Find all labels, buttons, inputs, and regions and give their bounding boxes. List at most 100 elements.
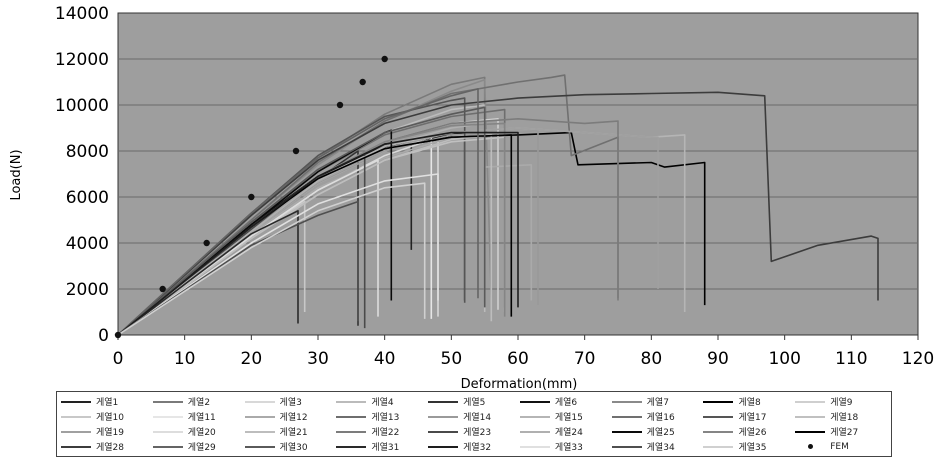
fem-point	[248, 193, 255, 201]
legend-label: 게열22	[371, 428, 400, 438]
x-tick-label: 80	[641, 349, 663, 369]
y-axis-ticks: 0 2000 4000 6000 8000 10000 12000 14000	[55, 4, 109, 346]
fem-points	[114, 55, 388, 339]
x-tick-label: 110	[835, 349, 867, 369]
legend-swatch	[336, 445, 367, 448]
legend-label: 게열4	[371, 398, 394, 408]
legend-swatch	[428, 400, 459, 403]
fem-point	[336, 101, 344, 109]
y-tick-label: 2000	[66, 280, 109, 300]
legend-swatch	[152, 430, 183, 433]
legend-label: 게열5	[463, 398, 486, 408]
y-tick-label: 8000	[66, 142, 109, 162]
legend-item: 게열5	[428, 394, 520, 409]
legend-label: 게열19	[96, 428, 125, 438]
legend-item: 게열4	[336, 394, 428, 409]
legend-item: 게열25	[611, 424, 704, 439]
legend-label: 게열3	[279, 398, 302, 408]
legend-swatch	[61, 415, 91, 418]
legend-swatch	[61, 400, 91, 403]
legend-item: 게열2	[152, 394, 245, 409]
legend-item: 게열26	[703, 424, 795, 439]
legend-item: 게열23	[428, 424, 520, 439]
legend-item: 게열31	[336, 439, 428, 454]
series-line-34	[117, 200, 359, 336]
legend-item: 게열35	[703, 439, 795, 454]
legend-swatch	[152, 415, 183, 418]
legend-swatch	[611, 400, 642, 403]
legend-label: 게열8	[738, 398, 761, 408]
legend-swatch	[244, 415, 275, 418]
legend-swatch	[703, 445, 734, 448]
fem-point	[203, 239, 210, 247]
legend-item: 게열12	[244, 409, 337, 424]
x-tick-label: 50	[441, 349, 463, 369]
series-line-32	[117, 131, 519, 336]
legend-label: 게열31	[371, 443, 400, 453]
legend-label: 게열11	[187, 413, 216, 423]
fem-point	[359, 78, 366, 86]
x-axis-title: Deformation(mm)	[461, 377, 578, 390]
legend-swatch	[152, 400, 183, 403]
legend-marker-dot	[808, 444, 814, 449]
legend-item: 게열29	[152, 439, 245, 454]
x-axis-ticks: 0 10 20 30 40 50 60 70 80 90 100 110 120	[113, 335, 934, 369]
fem-point	[292, 147, 300, 155]
legend-item: 게열13	[336, 409, 428, 424]
legend-label: 게열18	[830, 413, 859, 423]
legend-label: 게열20	[187, 428, 216, 438]
legend-swatch	[61, 445, 91, 448]
legend-label: 게열12	[279, 413, 308, 423]
legend-label: 게열29	[187, 443, 216, 453]
legend-item: 게열20	[152, 424, 245, 439]
series-line-30	[117, 106, 486, 336]
legend-swatch	[611, 415, 642, 418]
legend-swatch	[244, 400, 275, 403]
x-tick-label: 30	[307, 349, 329, 369]
y-tick-label: 10000	[55, 96, 109, 116]
legend-item: 게열9	[795, 394, 887, 409]
legend-swatch	[244, 445, 275, 448]
legend-item: 게열21	[244, 424, 337, 439]
series-line-16	[117, 74, 619, 336]
x-tick-label: 100	[768, 349, 800, 369]
fem-point	[114, 331, 122, 339]
legend-swatch	[519, 445, 550, 448]
legend-item: 게열22	[336, 424, 428, 439]
legend-label: 게열32	[463, 443, 492, 453]
legend-swatch	[611, 430, 642, 433]
legend-swatch	[795, 400, 826, 403]
legend-swatch	[703, 430, 734, 433]
series-line-28	[117, 91, 879, 336]
legend-item: 게열8	[703, 394, 795, 409]
legend-swatch	[703, 400, 734, 403]
legend-swatch	[519, 415, 550, 418]
x-tick-label: 0	[113, 349, 124, 369]
y-tick-label: 14000	[55, 4, 109, 24]
legend-swatch	[336, 400, 367, 403]
series-line-35	[117, 182, 426, 336]
legend-swatch	[152, 445, 183, 448]
legend-label: 게열24	[554, 428, 583, 438]
legend-label: 게열6	[554, 398, 578, 408]
series-line-33	[117, 173, 439, 336]
legend-item: 게열10	[61, 409, 153, 424]
legend-item: 게열27	[795, 424, 887, 439]
legend-label: 게열33	[554, 443, 583, 453]
series-line-29	[117, 88, 479, 336]
legend-item: 게열32	[428, 439, 520, 454]
legend-label: 게열27	[830, 428, 859, 438]
legend-swatch	[795, 415, 826, 418]
legend-label: 게열25	[646, 428, 675, 438]
legend-item: 게열33	[519, 439, 612, 454]
legend-label: 게열9	[830, 398, 853, 408]
legend-item: 게열18	[795, 409, 887, 424]
legend-item: FEM	[795, 439, 887, 454]
fem-point	[159, 285, 166, 293]
x-tick-label: 40	[374, 349, 396, 369]
legend-item: 게열7	[611, 394, 704, 409]
legend-item: 게열16	[611, 409, 704, 424]
y-tick-label: 12000	[55, 50, 109, 70]
y-tick-label: 6000	[66, 188, 109, 208]
x-tick-label: 90	[707, 349, 729, 369]
